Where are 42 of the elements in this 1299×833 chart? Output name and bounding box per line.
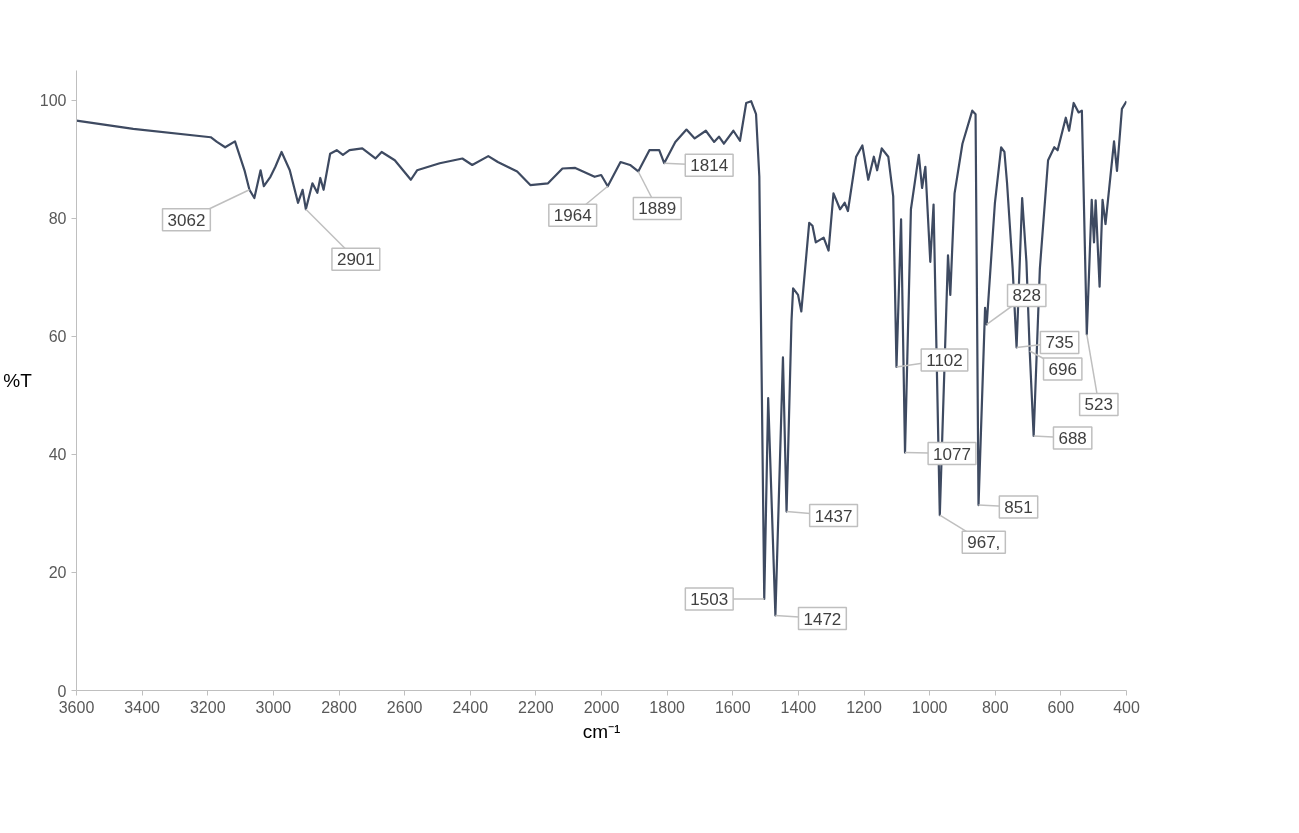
y-tick-label: 100 [39,92,67,110]
x-tick-label: 3400 [124,698,161,716]
annotation: 2901 [336,250,375,270]
annotation: 1889 [638,199,677,219]
annotation: 1472 [803,609,842,629]
x-tick-label: 1400 [780,698,817,716]
x-tick-label: 800 [981,698,1009,716]
x-tick-label: 2800 [321,698,357,716]
y-tick-label: 20 [48,564,67,582]
annotation: 828 [1012,286,1041,306]
x-tick-label: 2400 [452,698,489,716]
x-tick-label: 1800 [649,698,686,716]
annotation: 3062 [167,210,206,230]
y-axis-title: %T [3,370,33,391]
x-axis-title: cm⁻¹ [582,720,621,742]
x-tick-label: 600 [1047,698,1075,716]
annotation: 1077 [933,444,971,464]
annotation: 1437 [814,506,853,526]
annotation: 1964 [553,206,592,226]
annotation: 523 [1084,395,1113,415]
y-tick-label: 0 [57,682,67,700]
annotation: 967, [967,533,1001,553]
annotation: 688 [1058,429,1087,448]
x-tick-label: 2600 [386,698,423,716]
x-tick-label: 2000 [583,698,620,716]
annotation: 851 [1004,498,1033,518]
y-tick-label: 60 [48,328,67,346]
y-tick-label: 40 [48,446,67,464]
annotation: 1102 [926,350,963,370]
x-tick-label: 2200 [518,698,554,716]
x-tick-label: 3200 [189,698,226,716]
x-tick-label: 3000 [255,698,292,716]
x-tick-label: 3600 [58,698,95,716]
annotation: 1503 [690,589,729,609]
y-tick-label: 80 [48,210,67,228]
x-tick-label: 400 [1113,698,1140,716]
annotation: 696 [1048,359,1077,379]
annotation: 735 [1045,333,1074,353]
x-tick-label: 1200 [846,698,882,716]
x-tick-label: 1000 [911,698,948,716]
annotation: 1814 [690,156,729,176]
x-tick-label: 1600 [714,698,751,716]
